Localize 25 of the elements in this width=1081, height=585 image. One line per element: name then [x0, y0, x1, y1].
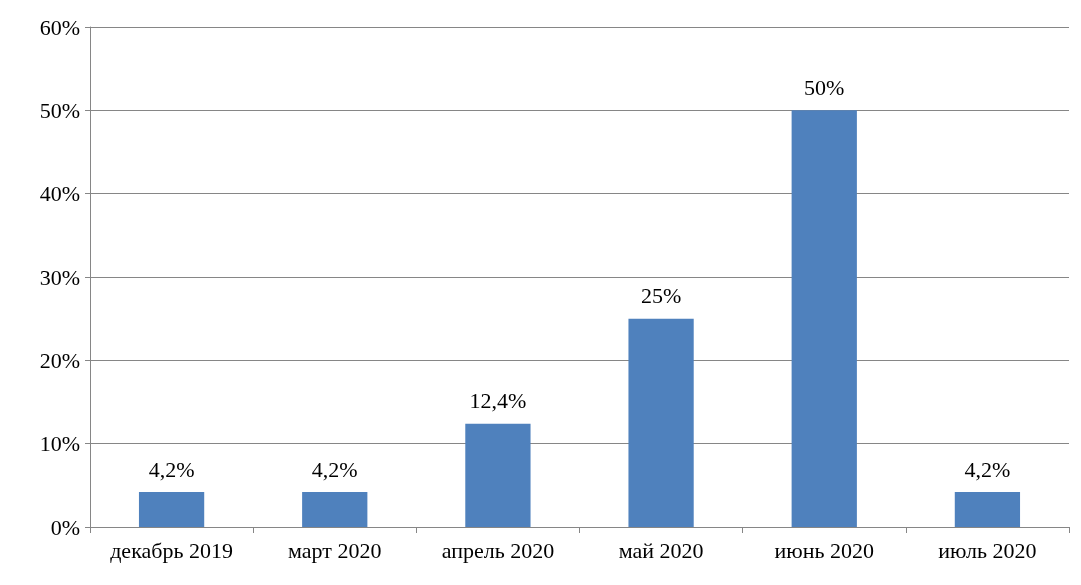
data-label: 25% [640, 283, 682, 309]
x-tick-label: март 2020 [288, 537, 382, 563]
x-tick-label: декабрь 2019 [110, 537, 233, 563]
y-tick-label: 0% [50, 514, 80, 540]
x-tick-label: июль 2020 [938, 537, 1037, 563]
data-label: 4,2% [148, 456, 195, 482]
x-tick-label: апрель 2020 [441, 537, 555, 563]
bar [954, 492, 1021, 527]
data-label: 50% [804, 74, 845, 100]
y-tick-label: 40% [39, 181, 80, 207]
bar [302, 492, 368, 527]
x-tick-label: июнь 2020 [774, 537, 875, 563]
y-tick-label: 10% [39, 431, 80, 457]
data-label: 12,4% [469, 388, 527, 414]
y-tick-label: 30% [39, 264, 80, 290]
y-tick-label: 20% [39, 347, 80, 373]
data-label: 4,2% [311, 456, 358, 482]
data-label: 4,2% [964, 456, 1011, 482]
bar [138, 492, 205, 527]
y-tick-label: 60% [39, 14, 80, 40]
bar [791, 110, 857, 527]
bar [465, 423, 531, 527]
bar [628, 318, 694, 527]
y-tick-label: 50% [39, 97, 80, 123]
x-tick-label: май 2020 [618, 537, 704, 563]
